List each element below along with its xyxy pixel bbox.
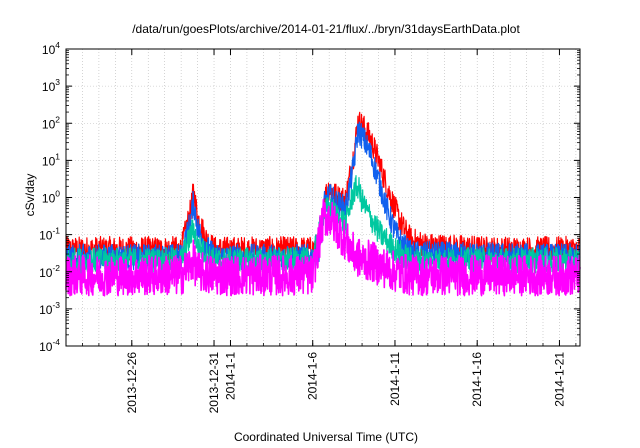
grid-lines bbox=[66, 49, 580, 346]
plot-frame bbox=[65, 48, 581, 347]
x-tick-label: 2014-1-6 bbox=[306, 352, 320, 400]
x-tick-label: 2014-1-16 bbox=[470, 352, 484, 407]
y-tick-label: 103 bbox=[42, 77, 60, 94]
series-line-1 bbox=[65, 121, 581, 271]
y-tick-label: 104 bbox=[42, 40, 60, 57]
x-tick-label: 2014-1-21 bbox=[552, 352, 566, 407]
series-line-3 bbox=[65, 198, 581, 297]
plot-area bbox=[65, 111, 581, 297]
y-tick-label: 10-3 bbox=[39, 300, 60, 317]
x-tick-label: 2014-1-11 bbox=[388, 352, 402, 406]
y-tick-label: 101 bbox=[42, 151, 60, 168]
chart-title: /data/run/goesPlots/archive/2014-01-21/f… bbox=[132, 22, 520, 36]
y-tick-label: 10-2 bbox=[39, 263, 60, 280]
x-tick-label: 2013-12-31 bbox=[207, 352, 221, 414]
x-tick-label: 2014-1-1 bbox=[224, 352, 238, 400]
y-tick-label: 100 bbox=[42, 189, 60, 206]
y-tick-label: 102 bbox=[42, 114, 60, 131]
x-axis-label: Coordinated Universal Time (UTC) bbox=[234, 430, 418, 444]
y-tick-label: 10-1 bbox=[39, 226, 60, 243]
y-tick-label: 10-4 bbox=[39, 337, 60, 354]
y-axis-label: cSv/day bbox=[23, 174, 37, 217]
x-tick-label: 2013-12-26 bbox=[125, 352, 139, 414]
axes: 10-4 10-3 10-2 10-1 100 101 102 103 104 2013-12-2… bbox=[39, 40, 581, 414]
